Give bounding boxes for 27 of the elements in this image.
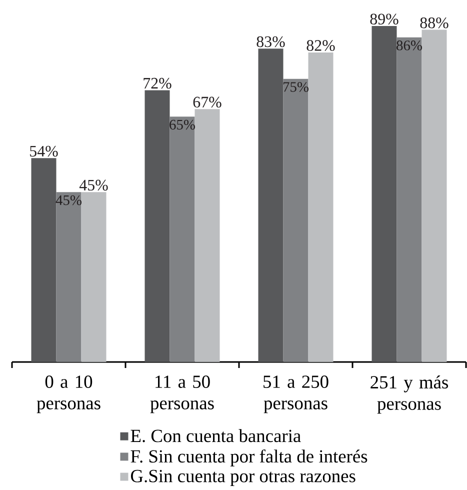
data-label: 82% <box>306 40 335 51</box>
data-label: 88% <box>420 17 448 28</box>
bar <box>372 26 397 362</box>
x-tick-label: 51 a 250 personas <box>264 376 328 414</box>
data-label: 72% <box>144 78 172 89</box>
legend-label: G.Sin cuenta por otras razones <box>130 470 356 486</box>
bar <box>56 192 82 362</box>
bar <box>258 48 284 362</box>
bar <box>422 30 447 362</box>
data-label: 89% <box>370 14 398 24</box>
bar <box>396 37 422 362</box>
bar <box>31 158 56 362</box>
x-tick-label: 11 a 50 personas <box>150 376 214 414</box>
x-tick-label: 0 a 10 personas <box>36 376 100 414</box>
bar <box>283 78 308 362</box>
bar <box>170 116 195 362</box>
legend-label: F. Sin cuenta por falta de interés <box>130 449 368 466</box>
data-label: 83% <box>256 36 285 48</box>
data-label: 45% <box>79 180 108 191</box>
x-tick-label: 251 y más personas <box>370 376 448 414</box>
legend-label: E. Con cuenta bancaria <box>130 429 301 442</box>
bar <box>308 52 334 362</box>
bar <box>144 90 170 362</box>
bar <box>81 192 106 362</box>
bar <box>194 109 220 362</box>
data-label: 54% <box>30 146 58 157</box>
data-label: 67% <box>193 96 222 108</box>
